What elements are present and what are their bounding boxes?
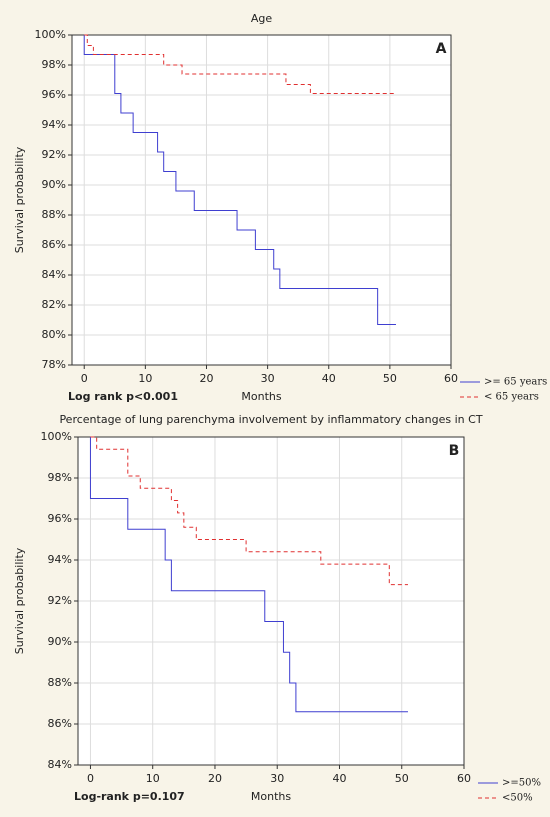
y-tick-label: 94% — [42, 118, 66, 131]
legend-label: >= 65 years — [484, 377, 547, 388]
y-tick-label: 90% — [42, 178, 66, 191]
y-axis-label: Survival probability — [13, 547, 26, 654]
y-tick-label: 88% — [48, 676, 72, 689]
legend-label: >=50% — [502, 778, 541, 789]
y-tick-label: 100% — [35, 28, 66, 41]
x-tick-label: 40 — [332, 772, 346, 785]
x-tick-label: 10 — [146, 772, 160, 785]
y-tick-label: 78% — [42, 358, 66, 371]
x-tick-label: 40 — [322, 372, 336, 385]
chart-title: Age — [251, 12, 273, 25]
annotation: Log-rank p=0.107 — [74, 790, 185, 803]
x-tick-label: 50 — [395, 772, 409, 785]
x-tick-label: 0 — [81, 372, 88, 385]
y-axis-label: Survival probability — [13, 146, 26, 253]
x-tick-label: 60 — [457, 772, 471, 785]
x-tick-label: 30 — [270, 772, 284, 785]
y-tick-label: 86% — [42, 238, 66, 251]
x-tick-label: 20 — [208, 772, 222, 785]
y-tick-label: 98% — [42, 58, 66, 71]
y-tick-label: 92% — [48, 594, 72, 607]
plot-frame — [77, 436, 465, 766]
plot-area — [72, 35, 451, 365]
y-tick-label: 96% — [42, 88, 66, 101]
y-tick-label: 86% — [48, 717, 72, 730]
survival-curve — [89, 437, 408, 713]
y-tick-label: 96% — [48, 512, 72, 525]
y-tick-label: 80% — [42, 328, 66, 341]
x-tick-label: 60 — [444, 372, 458, 385]
y-tick-label: 88% — [42, 208, 66, 221]
survival-curve — [84, 34, 396, 94]
y-tick-label: 90% — [48, 635, 72, 648]
x-tick-label: 0 — [87, 772, 94, 785]
y-tick-label: 84% — [42, 268, 66, 281]
panel-label: A — [436, 41, 447, 57]
x-axis-label: Months — [241, 390, 281, 403]
x-tick-label: 50 — [383, 372, 397, 385]
y-tick-label: 84% — [48, 758, 72, 771]
x-axis-label: Months — [251, 790, 291, 803]
y-tick-label: 94% — [48, 553, 72, 566]
survival-curve — [83, 35, 396, 325]
y-tick-label: 92% — [42, 148, 66, 161]
panel-label: B — [449, 443, 460, 459]
x-tick-label: 10 — [138, 372, 152, 385]
y-tick-label: 82% — [42, 298, 66, 311]
chart-title: Percentage of lung parenchyma involvemen… — [59, 413, 482, 426]
x-tick-label: 30 — [261, 372, 275, 385]
annotation: Log rank p<0.001 — [68, 390, 178, 403]
y-tick-label: 98% — [48, 471, 72, 484]
x-tick-label: 20 — [199, 372, 213, 385]
legend-label: <50% — [502, 793, 533, 804]
y-tick-label: 100% — [41, 430, 72, 443]
survival-curve — [90, 436, 408, 586]
legend-label: < 65 years — [484, 392, 539, 403]
plot-frame — [71, 34, 452, 366]
